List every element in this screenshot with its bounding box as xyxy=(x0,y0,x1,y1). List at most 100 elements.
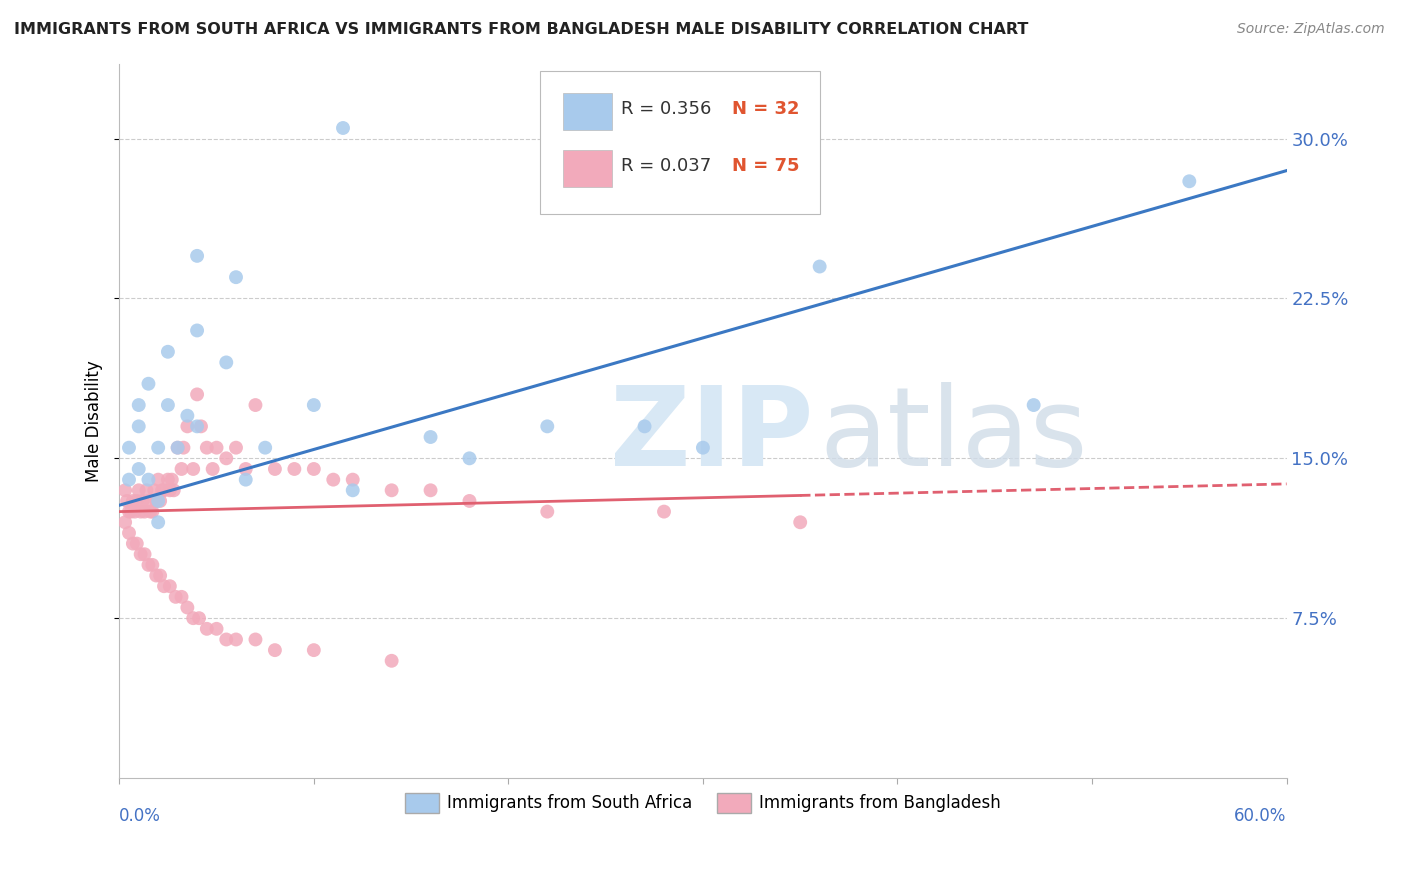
Point xyxy=(138,376,160,391)
Point xyxy=(138,473,160,487)
Point xyxy=(789,515,811,529)
Point xyxy=(536,419,558,434)
Point xyxy=(138,494,160,508)
Point xyxy=(120,505,142,519)
Text: N = 32: N = 32 xyxy=(733,100,800,118)
Point xyxy=(131,494,153,508)
Point xyxy=(190,419,212,434)
Point xyxy=(125,494,148,508)
Point xyxy=(201,462,224,476)
Point xyxy=(118,441,141,455)
Point xyxy=(128,398,150,412)
Point xyxy=(205,441,228,455)
Text: Source: ZipAtlas.com: Source: ZipAtlas.com xyxy=(1237,22,1385,37)
Point xyxy=(118,525,141,540)
Point xyxy=(163,483,186,498)
FancyBboxPatch shape xyxy=(562,150,612,186)
Point xyxy=(138,558,160,572)
Point xyxy=(148,515,170,529)
Point xyxy=(186,249,208,263)
Point xyxy=(115,494,138,508)
Point xyxy=(215,632,238,647)
Point xyxy=(128,483,150,498)
Point xyxy=(332,120,354,135)
Point xyxy=(419,483,441,498)
Point xyxy=(166,441,188,455)
Text: atlas: atlas xyxy=(820,382,1088,489)
Point xyxy=(156,473,179,487)
Point xyxy=(149,568,172,582)
FancyBboxPatch shape xyxy=(540,71,820,214)
Point xyxy=(342,473,364,487)
Point xyxy=(150,483,173,498)
Point xyxy=(302,398,325,412)
Point xyxy=(145,568,167,582)
Point xyxy=(245,398,267,412)
Point xyxy=(129,547,152,561)
Point xyxy=(176,600,198,615)
Point xyxy=(149,494,172,508)
Text: 60.0%: 60.0% xyxy=(1234,806,1286,824)
Point xyxy=(176,419,198,434)
Point xyxy=(381,483,404,498)
Point xyxy=(1022,398,1045,412)
Point xyxy=(458,494,481,508)
Point xyxy=(122,536,145,550)
Point xyxy=(124,505,146,519)
FancyBboxPatch shape xyxy=(562,93,612,129)
Point xyxy=(188,611,211,625)
Point xyxy=(129,505,152,519)
Point xyxy=(176,409,198,423)
Point xyxy=(165,590,187,604)
Point xyxy=(114,515,136,529)
Point xyxy=(195,622,218,636)
Point xyxy=(245,632,267,647)
Point xyxy=(1178,174,1201,188)
Point xyxy=(153,579,176,593)
Point xyxy=(148,473,170,487)
Point xyxy=(143,483,166,498)
Point xyxy=(159,483,181,498)
Point xyxy=(128,462,150,476)
Point xyxy=(225,632,247,647)
Point xyxy=(205,622,228,636)
Point xyxy=(181,611,204,625)
Point xyxy=(186,323,208,337)
Point xyxy=(148,441,170,455)
Point xyxy=(128,419,150,434)
Text: N = 75: N = 75 xyxy=(733,157,800,175)
Point xyxy=(215,451,238,466)
Point xyxy=(186,387,208,401)
Point xyxy=(114,483,136,498)
Point xyxy=(134,505,156,519)
Point xyxy=(118,473,141,487)
Point xyxy=(160,473,183,487)
Point xyxy=(264,462,287,476)
Y-axis label: Male Disability: Male Disability xyxy=(86,360,103,482)
Point xyxy=(692,441,714,455)
Point xyxy=(458,451,481,466)
Point xyxy=(181,462,204,476)
Point xyxy=(381,654,404,668)
Point xyxy=(342,483,364,498)
Point xyxy=(125,536,148,550)
Point xyxy=(141,505,163,519)
Point xyxy=(633,419,655,434)
Point xyxy=(122,494,145,508)
Point xyxy=(235,473,257,487)
Point xyxy=(419,430,441,444)
Point xyxy=(186,419,208,434)
Text: R = 0.037: R = 0.037 xyxy=(621,157,711,175)
Point xyxy=(225,270,247,285)
Point xyxy=(172,441,194,455)
Text: 0.0%: 0.0% xyxy=(120,806,162,824)
Point xyxy=(148,494,170,508)
Text: ZIP: ZIP xyxy=(610,382,813,489)
Point xyxy=(302,462,325,476)
Point xyxy=(215,355,238,369)
Point xyxy=(652,505,675,519)
Point xyxy=(166,441,188,455)
Point xyxy=(170,590,193,604)
Point xyxy=(145,494,167,508)
Point xyxy=(225,441,247,455)
